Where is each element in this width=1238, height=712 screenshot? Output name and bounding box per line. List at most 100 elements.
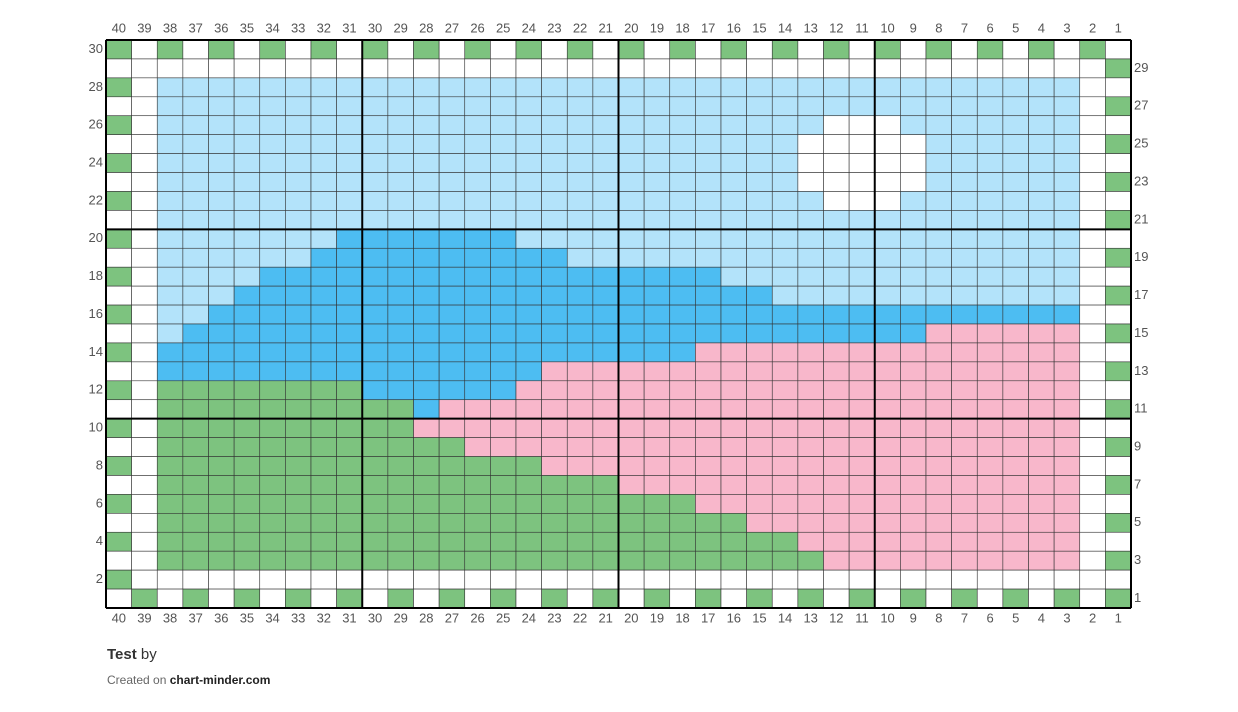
cell [976,58,1004,79]
cell [1105,58,1132,79]
cell [310,172,337,192]
cell [490,172,517,192]
cell [720,191,747,211]
cell [566,229,594,249]
cell [1053,399,1081,419]
cell [720,475,747,495]
cell [310,115,337,135]
cell [361,96,389,117]
cell [208,285,235,306]
cell [771,115,799,135]
cell [592,210,619,230]
cell [951,475,978,495]
cell [1028,77,1055,98]
column-label: 9 [910,610,917,625]
cell [464,115,491,135]
cell [618,399,645,419]
cell [336,513,363,533]
cell [976,115,1004,135]
row-label: 19 [1134,249,1148,264]
cell [413,475,440,495]
cell [1105,380,1132,401]
cell [259,58,286,79]
cell [720,456,747,476]
cell [618,115,645,135]
cell [951,285,978,306]
cell [848,342,876,363]
cell [361,153,389,173]
cell [387,134,414,154]
cell [643,153,671,173]
cell [515,266,542,287]
cell [771,361,799,382]
cell [669,153,696,173]
cell [1002,437,1029,457]
cell [438,361,466,382]
cell [1002,380,1029,401]
cell [925,266,952,287]
column-label: 37 [188,20,202,35]
row-label: 6 [96,495,103,510]
cell [259,247,286,268]
cell [515,323,542,344]
chart-grid: 4040393938383737363635353434333332323131… [89,20,1149,625]
cell [105,569,132,590]
cell [746,380,773,401]
cell [643,229,671,249]
cell [361,266,389,287]
column-label: 35 [240,20,254,35]
row-label: 29 [1134,60,1148,75]
row-label: 13 [1134,363,1148,378]
cell [592,569,619,590]
cell [387,342,414,363]
cell [464,134,491,154]
cell [490,437,517,457]
cell [823,361,850,382]
cell [105,210,132,230]
cell [1002,153,1029,173]
cell [541,191,568,211]
cell [1002,134,1029,154]
cell [1079,361,1106,382]
cell [695,58,722,79]
cell [182,399,209,419]
cell [1079,399,1106,419]
cell [669,456,696,476]
cell [848,39,876,60]
cell [823,172,850,192]
cell [156,456,184,476]
cell [823,569,850,590]
cell [1028,399,1055,419]
cell [438,418,466,438]
row-label: 22 [89,192,103,207]
cell [925,550,952,571]
cell [669,380,696,401]
cell [976,77,1004,98]
cell [464,380,491,401]
cell [233,418,261,438]
cell [490,39,517,60]
cell [515,229,542,249]
cell [1028,266,1055,287]
cell [233,96,261,117]
cell [1079,153,1106,173]
cell [669,513,696,533]
cell [643,361,671,382]
cell [643,58,671,79]
cell [746,550,773,571]
cell [1028,475,1055,495]
cell [720,58,747,79]
cell [771,153,799,173]
cell [438,456,466,476]
cell [233,247,261,268]
cell [208,475,235,495]
cell [669,96,696,117]
cell [131,191,158,211]
cell [336,475,363,495]
cell [515,531,542,552]
cell [976,399,1004,419]
cell [797,210,824,230]
cell [566,494,594,514]
cell [131,437,158,457]
cell [874,531,901,552]
